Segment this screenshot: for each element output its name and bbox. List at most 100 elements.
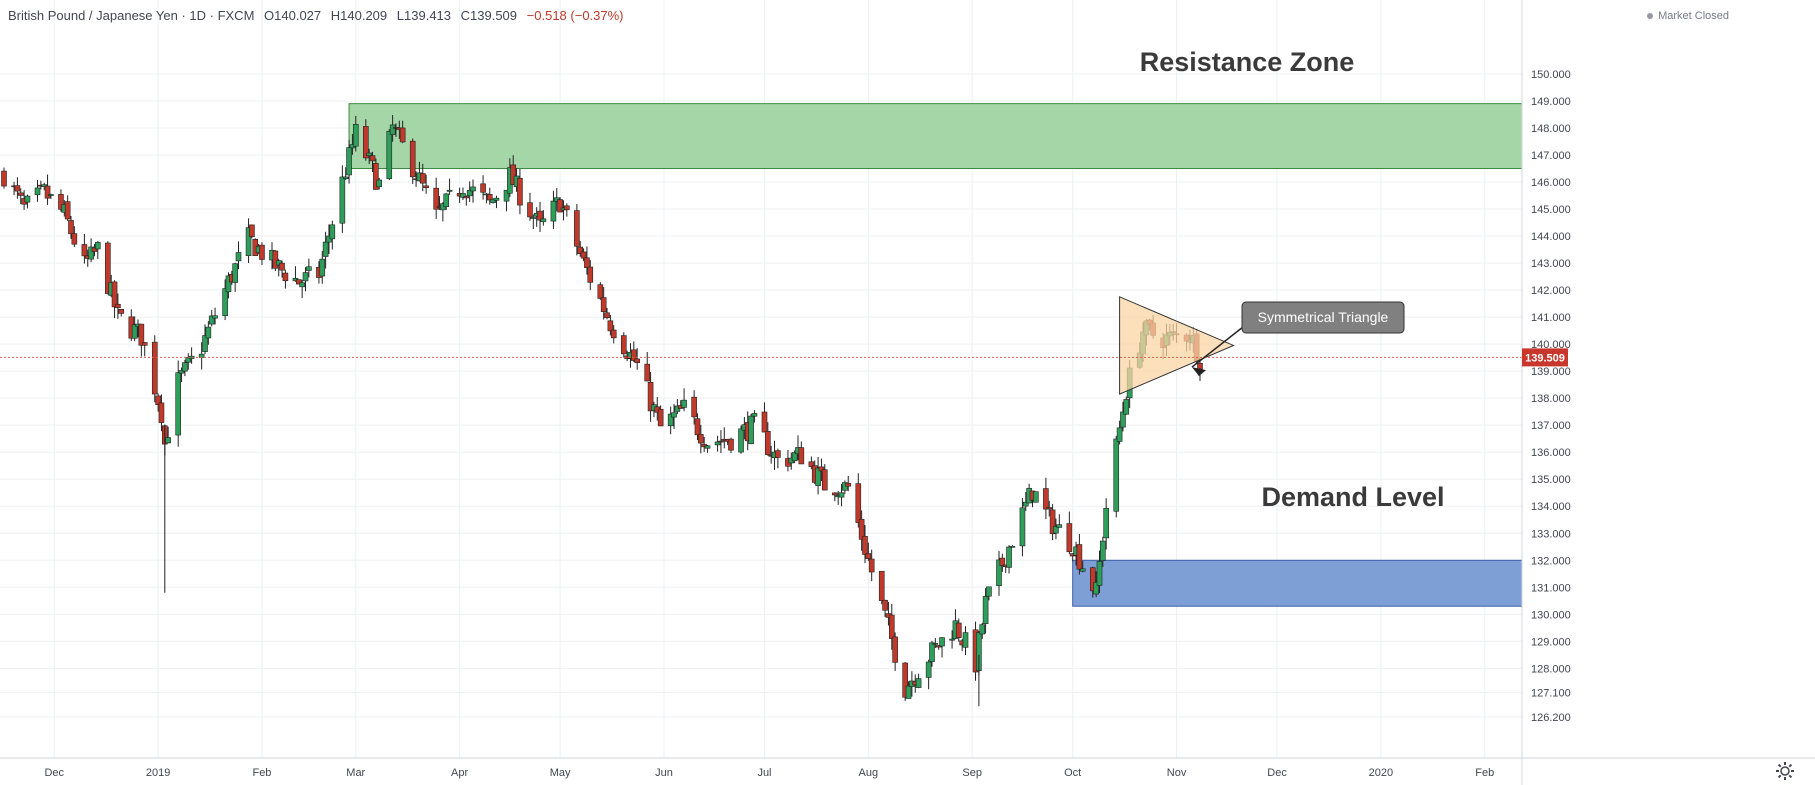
candle-body	[1197, 363, 1203, 370]
market-status-label: Market Closed	[1658, 10, 1729, 22]
candle-body	[915, 678, 922, 688]
candle-body	[279, 262, 285, 271]
candle-body	[272, 250, 279, 269]
candle-body	[182, 362, 188, 372]
y-tick-label: 141.000	[1531, 312, 1571, 324]
candle-body	[584, 257, 590, 269]
candle-body	[517, 177, 523, 206]
candle-body	[490, 198, 496, 203]
candle-body	[714, 441, 721, 446]
candle-body	[557, 199, 563, 213]
candle-body	[17, 192, 24, 196]
candle-body	[858, 519, 865, 540]
candle-body	[376, 179, 383, 188]
symmetrical-triangle	[1119, 296, 1235, 395]
candle-body	[24, 195, 31, 203]
y-tick-label: 127.100	[1531, 688, 1571, 700]
zones	[348, 103, 1523, 607]
candle-body	[222, 288, 228, 316]
candle-body	[158, 402, 165, 423]
y-tick-label: 131.000	[1531, 582, 1571, 594]
candle-body	[205, 326, 212, 339]
candle-body	[503, 189, 510, 202]
candle-body	[694, 418, 701, 436]
candle-body	[363, 126, 369, 159]
candle-body	[748, 415, 754, 445]
x-tick-label: Mar	[346, 767, 365, 779]
candle-body	[671, 412, 677, 418]
candle-body	[681, 399, 687, 408]
x-tick-label: May	[550, 767, 571, 779]
candle-body	[1056, 524, 1063, 528]
candle-body	[1006, 546, 1012, 568]
candle-body	[808, 461, 815, 467]
x-tick-label: Feb	[1475, 767, 1494, 779]
candle-body	[718, 440, 724, 443]
candle-body	[71, 233, 78, 245]
candle-body	[587, 266, 594, 283]
resistance-zone	[348, 103, 1523, 169]
candle-body	[604, 312, 610, 319]
candle-body	[433, 187, 439, 210]
symbol-title: British Pound / Japanese Yen · 1D · FXCM	[8, 8, 255, 23]
candle-body	[460, 193, 466, 198]
candle-body	[892, 636, 898, 663]
candle-body	[644, 363, 651, 382]
candle-body	[235, 252, 242, 262]
ohlc-open: O140.027	[264, 8, 322, 23]
y-tick-label: 150.000	[1531, 69, 1571, 81]
y-tick-label: 142.000	[1531, 285, 1571, 297]
candle-body	[14, 185, 21, 192]
candle-body	[986, 586, 992, 597]
candle-body	[955, 622, 962, 638]
candle-body	[131, 324, 138, 339]
candle-body	[389, 124, 396, 135]
candle-body	[373, 163, 379, 190]
candle-body	[1053, 526, 1059, 534]
candle-body	[949, 638, 955, 641]
candle-body	[1089, 567, 1096, 592]
settings-gear-icon[interactable]	[1775, 761, 1795, 781]
x-tick-label: Apr	[451, 767, 468, 779]
candle-body	[564, 205, 570, 211]
candle-body	[249, 224, 255, 237]
candle-body	[932, 643, 939, 645]
demand-level-label: Demand Level	[1261, 482, 1444, 512]
candle-body	[540, 218, 547, 222]
current-price-tag	[1522, 348, 1568, 367]
callout-box	[1241, 301, 1405, 334]
candle-body	[530, 217, 537, 219]
candle-body	[832, 492, 838, 496]
candle-body	[68, 220, 74, 235]
candle-body	[423, 185, 429, 189]
y-tick-label: 129.000	[1531, 636, 1571, 648]
y-tick-label: 145.000	[1531, 204, 1571, 216]
candle-body	[791, 452, 798, 462]
candle-body	[939, 637, 945, 647]
demand-zone	[1072, 559, 1523, 607]
callout-label: Symmetrical Triangle	[1258, 309, 1389, 325]
candle-body	[1079, 568, 1086, 572]
candle-body	[1009, 546, 1016, 548]
candle-body	[302, 272, 309, 282]
candle-body	[996, 559, 1002, 587]
candle-body	[319, 258, 326, 277]
candle-body	[115, 303, 121, 309]
candle-body	[600, 297, 607, 312]
candle-body	[1022, 501, 1029, 507]
y-tick-label: 135.000	[1531, 474, 1571, 486]
candle-body	[698, 434, 704, 444]
candle-body	[480, 183, 486, 193]
candle-body	[1116, 427, 1123, 442]
candle-body	[366, 152, 372, 157]
y-tick-label: 137.000	[1531, 420, 1571, 432]
candle-body	[597, 284, 604, 299]
candle-body	[91, 247, 98, 252]
candle-body	[1076, 544, 1083, 570]
candle-body	[765, 430, 771, 455]
candle-body	[647, 382, 654, 412]
candle-body	[1046, 507, 1053, 510]
x-tick-label: Jun	[655, 767, 673, 779]
chart-header: British Pound / Japanese Yen · 1D · FXCM…	[8, 8, 630, 23]
